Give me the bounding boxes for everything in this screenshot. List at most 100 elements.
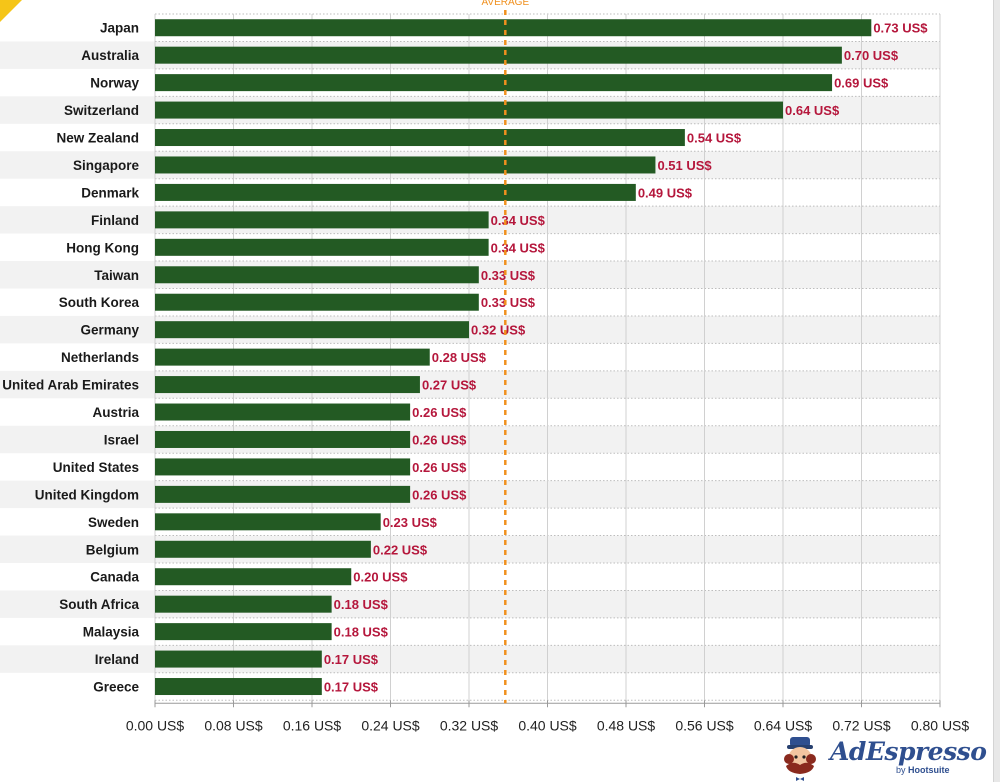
row-background — [0, 425, 940, 454]
logo-subtitle: by Hootsuite — [896, 765, 950, 775]
value-label: 0.23 US$ — [383, 515, 438, 530]
category-label: Denmark — [81, 185, 139, 200]
category-label: Ireland — [95, 652, 139, 667]
bar — [155, 46, 842, 64]
value-label: 0.22 US$ — [373, 542, 428, 557]
x-tick-label: 0.32 US$ — [440, 717, 499, 733]
category-label: Israel — [104, 432, 139, 447]
row-background — [0, 535, 940, 563]
bar — [155, 513, 381, 531]
category-label: Germany — [80, 323, 139, 338]
x-tick-label: 0.72 US$ — [832, 717, 891, 733]
value-label: 0.34 US$ — [491, 213, 546, 228]
row-background — [0, 480, 940, 509]
x-tick-label: 0.80 US$ — [911, 717, 970, 733]
value-label: 0.26 US$ — [412, 487, 467, 502]
value-label: 0.33 US$ — [481, 295, 536, 310]
bar — [155, 211, 489, 229]
category-label: Greece — [93, 680, 139, 695]
bar — [155, 129, 685, 147]
bar — [155, 540, 371, 558]
category-label: South Korea — [59, 295, 140, 310]
value-label: 0.28 US$ — [432, 350, 487, 365]
value-label: 0.49 US$ — [638, 185, 693, 200]
bar — [155, 376, 420, 394]
bar — [155, 238, 489, 256]
value-label: 0.73 US$ — [873, 21, 928, 36]
value-label: 0.17 US$ — [324, 652, 379, 667]
bar — [155, 595, 332, 613]
bar — [155, 403, 411, 421]
bar — [155, 74, 833, 92]
category-label: New Zealand — [56, 131, 139, 146]
bar — [155, 156, 656, 174]
value-label: 0.33 US$ — [481, 268, 536, 283]
category-label: United Arab Emirates — [2, 378, 139, 393]
value-label: 0.17 US$ — [324, 680, 379, 695]
row-background — [0, 645, 940, 673]
category-label: United Kingdom — [35, 487, 139, 502]
x-tick-label: 0.64 US$ — [754, 717, 813, 733]
value-label: 0.64 US$ — [785, 103, 840, 118]
value-label: 0.69 US$ — [834, 76, 889, 91]
value-label: 0.18 US$ — [334, 625, 389, 640]
bar — [155, 101, 783, 119]
bar — [155, 293, 479, 311]
value-label: 0.26 US$ — [412, 432, 467, 447]
category-label: Singapore — [73, 158, 140, 173]
x-tick-label: 0.40 US$ — [518, 717, 577, 733]
bar — [155, 568, 352, 586]
bar — [155, 183, 636, 201]
average-label: AVERAGE — [482, 0, 530, 8]
category-label: Canada — [90, 570, 139, 585]
category-label: South Africa — [59, 597, 139, 612]
bar — [155, 321, 469, 339]
logo-sub-brand: Hootsuite — [908, 765, 950, 775]
row-background — [0, 315, 940, 344]
category-label: Australia — [81, 48, 139, 63]
bar — [155, 266, 479, 284]
value-label: 0.70 US$ — [844, 48, 899, 63]
bar — [155, 19, 872, 37]
mascot-icon — [784, 737, 816, 781]
value-label: 0.26 US$ — [412, 405, 467, 420]
x-tick-label: 0.48 US$ — [597, 717, 656, 733]
window-edge — [993, 0, 1000, 782]
category-label: Taiwan — [94, 268, 139, 283]
bar — [155, 678, 322, 696]
bar — [155, 623, 332, 641]
x-tick-label: 0.16 US$ — [283, 717, 342, 733]
category-label: Hong Kong — [66, 240, 139, 255]
value-label: 0.27 US$ — [422, 378, 477, 393]
value-label: 0.34 US$ — [491, 240, 546, 255]
category-label: United States — [53, 460, 139, 475]
value-label: 0.26 US$ — [412, 460, 467, 475]
x-tick-label: 0.56 US$ — [675, 717, 734, 733]
category-label: Netherlands — [61, 350, 139, 365]
bar — [155, 430, 411, 448]
value-label: 0.32 US$ — [471, 323, 526, 338]
logo-sub-prefix: by — [896, 765, 906, 775]
x-tick-label: 0.24 US$ — [361, 717, 420, 733]
bar — [155, 485, 411, 503]
adespresso-logo: AdEspresso by Hootsuite — [778, 735, 987, 782]
category-label: Sweden — [88, 515, 139, 530]
x-tick-label: 0.08 US$ — [204, 717, 263, 733]
bar — [155, 348, 430, 366]
logo-wordmark: AdEspresso — [830, 737, 987, 766]
bar — [155, 458, 411, 476]
value-label: 0.51 US$ — [657, 158, 712, 173]
corner-decoration — [0, 0, 22, 22]
category-label: Belgium — [86, 542, 139, 557]
value-label: 0.54 US$ — [687, 131, 742, 146]
value-label: 0.20 US$ — [353, 570, 408, 585]
category-label: Finland — [91, 213, 139, 228]
row-background — [0, 590, 940, 618]
category-label: Malaysia — [83, 625, 140, 640]
category-label: Norway — [90, 76, 139, 91]
bar — [155, 650, 322, 668]
x-tick-label: 0.00 US$ — [126, 717, 185, 733]
category-label: Austria — [92, 405, 139, 420]
